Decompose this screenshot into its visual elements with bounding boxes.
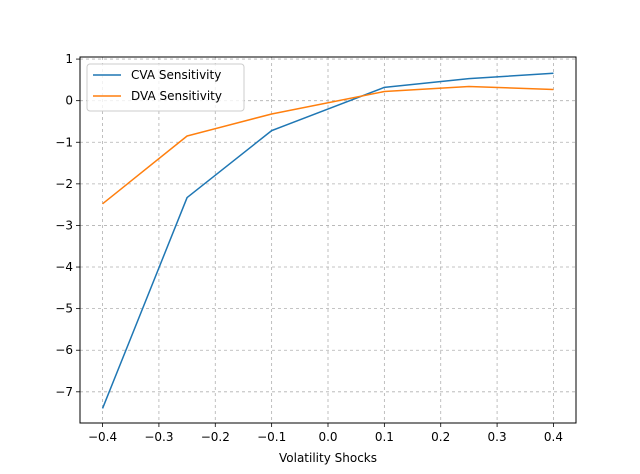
legend-label: DVA Sensitivity [131, 89, 222, 103]
y-tick-label: −7 [55, 385, 73, 399]
legend: CVA Sensitivity DVA Sensitivity [86, 63, 245, 112]
x-tick-label: −0.1 [257, 430, 286, 444]
y-tick-label: −6 [55, 343, 73, 357]
x-tick-label: 0.1 [375, 430, 394, 444]
plot-series [101, 72, 554, 409]
y-tick-label: −2 [55, 177, 73, 191]
series-line-0 [101, 72, 554, 409]
y-tick-label: 1 [65, 52, 73, 66]
x-tick-label: −0.3 [144, 430, 173, 444]
series-line-1 [102, 85, 554, 205]
x-tick-label: 0.4 [544, 430, 563, 444]
y-tick-label: −1 [55, 135, 73, 149]
y-tick-label: 0 [65, 94, 73, 108]
x-axis-label: Volatility Shocks [279, 451, 377, 465]
x-tick-label: 0.0 [318, 430, 337, 444]
y-tick-label: −5 [55, 302, 73, 316]
y-tick-label: −4 [55, 260, 73, 274]
x-tick-label: −0.2 [201, 430, 230, 444]
legend-box [86, 63, 245, 112]
legend-label: CVA Sensitivity [131, 68, 221, 82]
grid [80, 57, 576, 423]
x-axis-ticks: −0.4 −0.3 −0.2 −0.1 0.0 0.1 0.2 0.3 0.4 [88, 423, 563, 444]
x-tick-label: −0.4 [88, 430, 117, 444]
y-axis-ticks: 1 0 −1 −2 −3 −4 −5 −6 −7 [55, 52, 80, 399]
x-tick-label: 0.3 [488, 430, 507, 444]
x-tick-label: 0.2 [431, 430, 450, 444]
y-tick-label: −3 [55, 218, 73, 232]
